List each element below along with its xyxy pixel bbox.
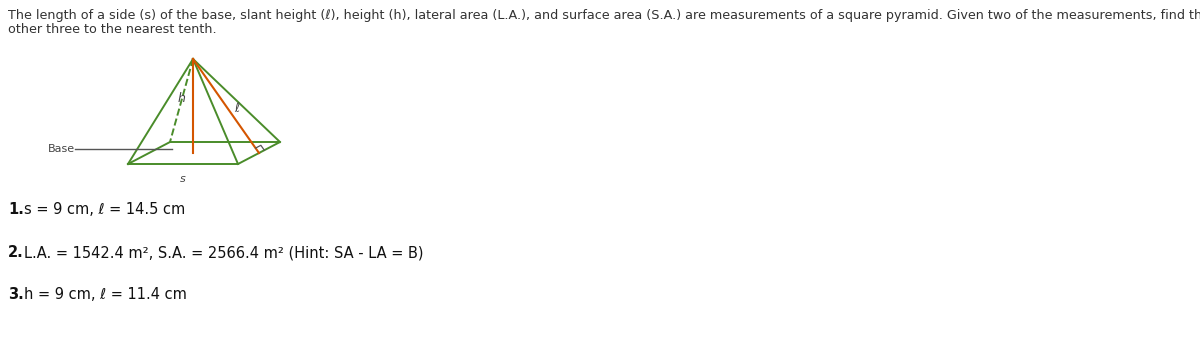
Text: ℓ: ℓ [234,101,239,115]
Text: 1.: 1. [8,202,24,217]
Text: s: s [180,174,186,184]
Text: s = 9 cm, ℓ = 14.5 cm: s = 9 cm, ℓ = 14.5 cm [24,202,185,217]
Text: The length of a side (s) of the base, slant height (ℓ), height (h), lateral area: The length of a side (s) of the base, sl… [8,9,1200,22]
Text: h: h [178,91,185,105]
Text: Base: Base [48,144,76,154]
Text: other three to the nearest tenth.: other three to the nearest tenth. [8,23,217,36]
Text: 3.: 3. [8,287,24,302]
Text: h = 9 cm, ℓ = 11.4 cm: h = 9 cm, ℓ = 11.4 cm [24,287,187,302]
Text: L.A. = 1542.4 m², S.A. = 2566.4 m² (Hint: SA - LA = B): L.A. = 1542.4 m², S.A. = 2566.4 m² (Hint… [24,245,424,260]
Text: 2.: 2. [8,245,24,260]
